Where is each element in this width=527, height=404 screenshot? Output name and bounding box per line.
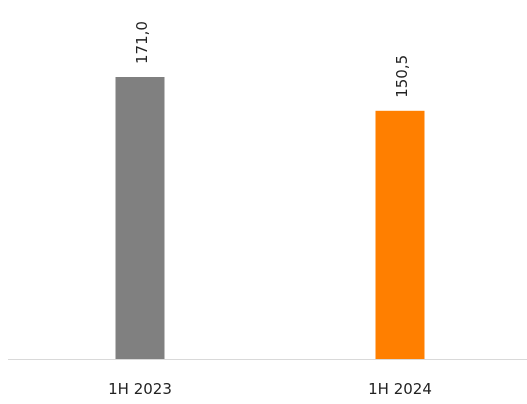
value-label: 150,5 xyxy=(393,55,411,98)
x-tick-label: 1H 2024 xyxy=(368,380,432,398)
bar xyxy=(115,77,165,359)
value-label: 171,0 xyxy=(133,21,151,64)
x-tick-label: 1H 2023 xyxy=(108,380,172,398)
bar xyxy=(375,110,425,360)
